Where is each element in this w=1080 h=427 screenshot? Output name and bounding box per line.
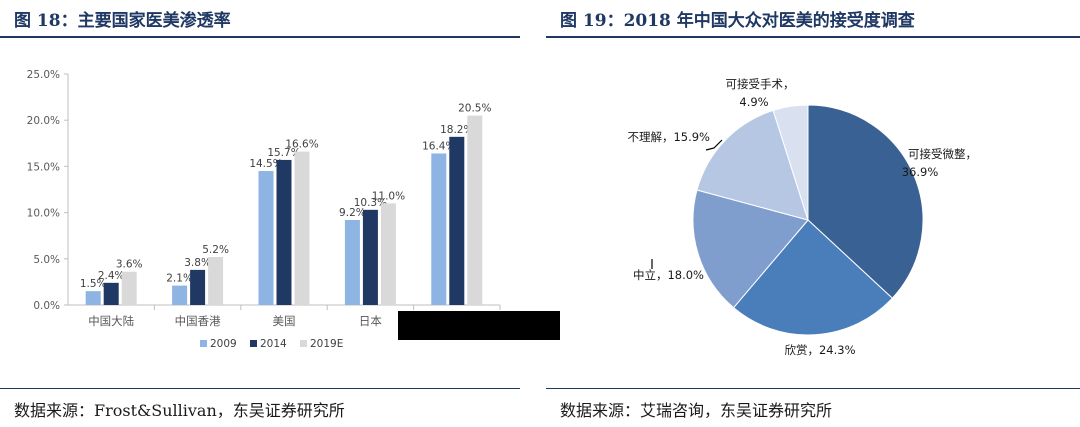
y-tick-label: 10.0% [27, 208, 60, 220]
pie-slice-4 [772, 104, 809, 221]
x-category-label: 日本 [359, 314, 382, 328]
bar-data-label: 16.6% [285, 139, 318, 151]
bar-data-label: 10.3% [354, 197, 387, 209]
bar-2019E [294, 151, 310, 305]
y-tick-label: 25.0% [27, 69, 60, 81]
y-tick-label: 0.0% [33, 300, 60, 312]
redaction-box [398, 311, 560, 340]
right-figure-title: 图 19：2018 年中国大众对医美的接受度调查 [560, 11, 915, 31]
left-figure-title: 图 18：主要国家医美渗透率 [14, 11, 231, 31]
legend-label-2009: 2009 [210, 338, 237, 350]
x-category-label: 中国香港 [175, 314, 221, 328]
left-title-rule [0, 36, 520, 38]
bar-2009 [258, 171, 274, 305]
bar-2014 [190, 269, 206, 305]
acceptance-pie-chart: 可接受微整， 36.9% 欣赏，24.3% 中立，18.0% 不理解，15.9% 可接受手… [627, 77, 977, 357]
bar-2014 [276, 159, 292, 305]
right-figure-source: 数据来源：艾瑞咨询，东吴证券研究所 [560, 401, 833, 420]
y-tick-label: 5.0% [33, 254, 60, 266]
bar-2009 [172, 285, 188, 305]
bar-data-label: 11.0% [372, 190, 405, 202]
bar-data-label: 3.6% [116, 259, 143, 271]
pie-pct-label-4: 4.9% [739, 95, 768, 109]
bar-2019E [380, 203, 396, 305]
pie-label-1: 欣赏，24.3% [784, 343, 855, 357]
pie-label-0: 可接受微整， [908, 147, 977, 161]
bar-data-label: 9.2% [339, 207, 366, 219]
bar-data-label: 18.2% [440, 124, 473, 136]
pie-label-3: 不理解，15.9% [627, 130, 710, 144]
pie-label-4: 可接受手术， [726, 77, 795, 91]
bar-2014 [449, 136, 465, 305]
pie-slice-1 [732, 219, 894, 336]
legend-swatch-2014 [250, 340, 257, 347]
pie-label-2: 中立，18.0% [633, 268, 704, 282]
bar-2009 [85, 291, 101, 305]
pie-slice-0 [807, 104, 924, 299]
bar-2009 [344, 219, 360, 305]
y-tick-label: 15.0% [27, 161, 60, 173]
bar-2019E [121, 271, 137, 305]
right-title-rule [546, 36, 1080, 38]
bar-data-label: 16.4% [422, 140, 455, 152]
pie-pct-label-0: 36.9% [902, 165, 939, 179]
pie-leader-line [705, 139, 723, 151]
bar-2019E [208, 256, 224, 305]
bar-data-label: 14.5% [249, 158, 282, 170]
left-figure-source: 数据来源：Frost&Sullivan，东吴证券研究所 [14, 401, 345, 420]
bar-data-label: 5.2% [202, 244, 229, 256]
legend-label-2014: 2014 [260, 338, 287, 350]
right-source-rule [546, 388, 1080, 389]
bar-data-label: 1.5% [80, 278, 107, 290]
bar-2014 [362, 209, 378, 305]
x-category-label: 美国 [273, 314, 296, 328]
penetration-bar-chart: 0.0% 5.0% 10.0% 15.0% 20.0% 25.0% 中国大陆 1.5%2.4%… [27, 69, 501, 350]
bar-data-label: 3.8% [184, 257, 211, 269]
pie-slice-3 [696, 109, 809, 221]
left-source-rule [0, 388, 520, 389]
bar-data-label: 20.5% [458, 103, 491, 115]
bar-data-label: 15.7% [267, 147, 300, 159]
bar-data-label: 2.1% [166, 273, 193, 285]
legend-swatch-2019E [300, 340, 307, 347]
pie-slice-2 [692, 189, 809, 309]
bar-2014 [103, 282, 119, 305]
bar-2019E [467, 115, 483, 305]
legend-label-2019E: 2019E [310, 338, 343, 350]
bar-data-label: 2.4% [98, 270, 125, 282]
bar-2009 [431, 153, 447, 305]
legend-swatch-2009 [200, 340, 207, 347]
x-category-label: 中国大陆 [88, 314, 134, 328]
left-figure-panel: 图 18：主要国家医美渗透率 0.0% 5.0% 10.0% 15.0% 20.0% 25… [0, 0, 520, 427]
y-tick-label: 20.0% [27, 115, 60, 127]
right-figure-panel: 图 19：2018 年中国大众对医美的接受度调查 可接受微整， 36.9% 欣赏，2… [546, 0, 1080, 427]
